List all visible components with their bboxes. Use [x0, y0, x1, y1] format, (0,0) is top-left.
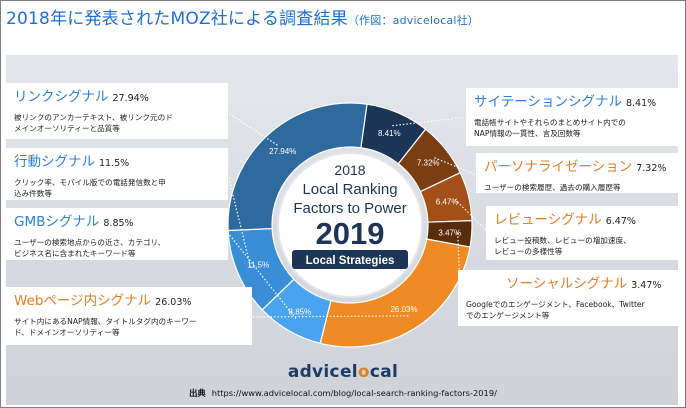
- factor-pct: 8.85%: [103, 218, 134, 229]
- factor-desc: ユーザーの検索地点からの近さ、カテゴリ、 ビジネス名に含まれたキーワード等: [14, 238, 166, 258]
- leader-line: [251, 315, 409, 318]
- factor-pct: 26.03%: [155, 297, 192, 308]
- center-badge: [292, 250, 408, 269]
- factor-desc: レビュー投稿数、レビューの増加速度、 レビューの多様性等: [494, 236, 631, 256]
- slice-value-label: 8.85%: [289, 308, 312, 317]
- title-credit: （作図：advicelocal社）: [347, 14, 479, 27]
- factor-name: レビューシグナル: [494, 212, 602, 228]
- source-label: 出典: [189, 388, 206, 398]
- slice-value-label: 8.41%: [378, 129, 401, 138]
- slice-value-label: 7.32%: [417, 159, 440, 168]
- factor-name: パーソナライゼーション: [484, 159, 633, 175]
- leader-line: [434, 157, 477, 176]
- donut-chart: 8.41% 7.32% 6.47% 3.47% 26.03% 8.85% 11.5% 27.9…: [227, 102, 487, 348]
- factor-desc: ユーザーの検索履歴、過去の購入履歴等: [484, 183, 621, 192]
- source-line: 出典 https://www.advicelocal.com/blog/local…: [0, 387, 686, 399]
- factor-pct: 8.41%: [625, 98, 657, 109]
- center-year-big: 2019: [316, 216, 385, 251]
- factor-box-personalization: パーソナライゼーション 7.32% ユーザーの検索履歴、過去の購入履歴等: [476, 153, 678, 193]
- factor-desc: Googleでのエンゲージメント、Facebook、Twitter でのエンゲー…: [466, 300, 645, 320]
- donut-slices: [227, 102, 473, 348]
- title-text: 2018年に発表されたMOZ社による調査結果: [6, 9, 348, 29]
- factor-pct: 3.47%: [631, 280, 662, 291]
- slice-labels: 8.41% 7.32% 6.47% 3.47% 26.03% 8.85% 11.5% 27.9…: [247, 129, 461, 316]
- leader-lines: [227, 112, 487, 319]
- factor-pct: 27.94%: [112, 93, 149, 104]
- center-line-2: Factors to Power: [293, 200, 406, 217]
- center-line-1: Local Ranking: [302, 181, 397, 198]
- donut-slice: [227, 102, 368, 232]
- factor-desc: クリック率、モバイル版での電話発信数と申 込み件数等: [14, 178, 166, 198]
- slice-value-label: 27.94%: [269, 147, 296, 156]
- slice-value-label: 11.5%: [247, 261, 269, 270]
- leader-line: [454, 198, 487, 231]
- factor-desc: 電話帳サイトやそれらのまとめサイト内での NAP情報の一貫性、言及回数等: [474, 118, 626, 138]
- factor-box-review: レビューシグナル 6.47% レビュー投稿数、レビューの増加速度、 レビューの多様…: [486, 206, 678, 260]
- factor-pct: 7.32%: [636, 163, 667, 174]
- page-title: 2018年に発表されたMOZ社による調査結果（作図：advicelocal社）: [6, 4, 479, 29]
- factor-name: Webページ内シグナル: [14, 293, 152, 309]
- factor-box-onpage: Webページ内シグナル 26.03% サイト内にあるNAP情報、タイトルタグ内のキ…: [6, 287, 252, 345]
- factor-desc: 被リンクのアンカーテキスト、被リンク元のド メインオーソリティーと品質等: [14, 113, 173, 133]
- slice-value-label: 6.47%: [436, 197, 459, 206]
- factor-name: ソーシャルシグナル: [506, 276, 628, 292]
- factor-pct: 6.47%: [605, 216, 636, 227]
- center-badge-text: Local Strategies: [306, 255, 395, 267]
- factor-name: サイテーションシグナル: [474, 94, 622, 110]
- factor-name: 行動シグナル: [14, 154, 95, 170]
- factor-desc: サイト内にあるNAP情報、タイトルタグ内のキーワー ド、ドメインオーソリティー等: [14, 317, 197, 337]
- factor-name: リンクシグナル: [14, 89, 109, 105]
- factor-box-behavior: 行動シグナル 11.5% クリック率、モバイル版での電話発信数と申 込み件数等: [6, 148, 228, 200]
- factor-name: GMBシグナル: [14, 214, 100, 230]
- slice-value-label: 3.47%: [438, 228, 461, 237]
- factor-box-social: ソーシャルシグナル 3.47% Googleでのエンゲージメント、Facebook…: [458, 270, 678, 326]
- leader-line: [227, 112, 278, 146]
- infographic-panel: 8.41% 7.32% 6.47% 3.47% 26.03% 8.85% 11.5% 27.9…: [6, 55, 678, 405]
- center-year-small: 2018: [334, 162, 365, 178]
- leader-line: [227, 232, 297, 319]
- source-url: https://www.advicelocal.com/blog/local-s…: [211, 388, 497, 398]
- leader-line: [392, 116, 469, 127]
- slice-value-label: 26.03%: [390, 305, 417, 314]
- factor-box-citation: サイテーションシグナル 8.41% 電話帳サイトやそれらのまとめサイト内での NA…: [466, 88, 678, 146]
- factor-pct: 11.5%: [99, 158, 130, 169]
- advicelocal-logo: advicelocal: [287, 362, 399, 382]
- factor-box-link: リンクシグナル 27.94% 被リンクのアンカーテキスト、被リンク元のド メインオ…: [6, 83, 228, 139]
- factor-box-gmb: GMBシグナル 8.85% ユーザーの検索地点からの近さ、カテゴリ、 ビジネス名に…: [6, 208, 228, 260]
